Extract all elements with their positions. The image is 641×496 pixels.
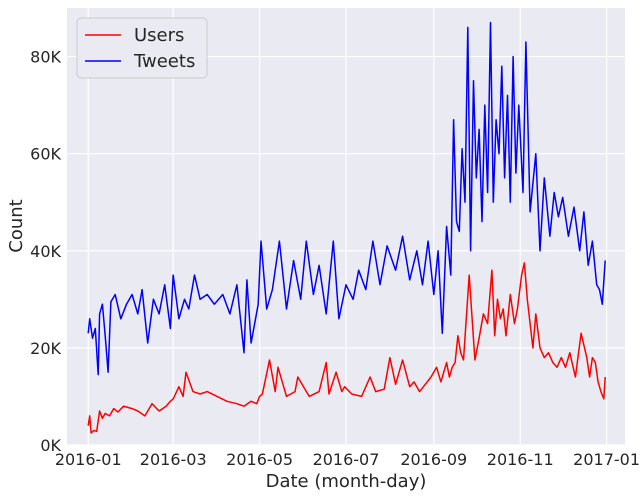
legend-box	[76, 17, 208, 79]
grid-lines	[67, 8, 625, 446]
x-axis-ticks: 2016-01 2016-03 2016-05 2016-07 2016-09 2016-…	[55, 450, 640, 469]
legend-tweets-label: Tweets	[133, 51, 195, 72]
y-axis-label: Count	[6, 199, 27, 252]
x-tick-label: 2016-11	[487, 450, 554, 469]
y-tick-label: 80K	[30, 48, 61, 67]
x-tick-label: 2016-09	[400, 450, 467, 469]
y-tick-label: 20K	[30, 339, 61, 358]
y-tick-label: 40K	[30, 242, 61, 261]
y-axis-ticks: 0K 20K 40K 60K 80K	[30, 48, 61, 455]
series-line-tweets	[87, 21, 606, 376]
x-tick-label: 2017-01	[573, 450, 640, 469]
series-line-users	[87, 262, 606, 434]
y-tick-label: 60K	[30, 145, 61, 164]
x-tick-label: 2016-07	[313, 450, 380, 469]
x-axis-label: Date (month-day)	[266, 471, 427, 492]
series-layer	[87, 21, 606, 434]
legend: Users Tweets	[76, 17, 208, 79]
x-tick-label: 2016-05	[226, 450, 293, 469]
x-tick-label: 2016-01	[55, 450, 122, 469]
legend-users-label: Users	[134, 25, 184, 46]
x-tick-label: 2016-03	[140, 450, 207, 469]
y-tick-label: 0K	[40, 436, 61, 455]
